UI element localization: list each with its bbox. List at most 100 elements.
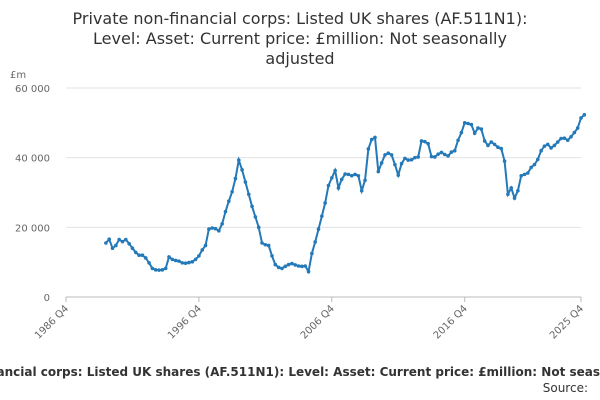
- point: [163, 266, 168, 271]
- point: [187, 260, 191, 265]
- point: [555, 140, 560, 144]
- point: [442, 152, 447, 157]
- point: [193, 257, 198, 262]
- x-tick-label: 2025 Q4: [548, 303, 586, 341]
- chart-title: adjusted: [265, 49, 334, 68]
- point: [213, 226, 218, 231]
- point: [522, 172, 527, 177]
- point: [104, 241, 108, 245]
- point: [369, 137, 374, 142]
- footer: Private non-financial corps: Listed UK s…: [0, 365, 600, 379]
- point: [386, 151, 391, 155]
- point: [313, 240, 317, 244]
- point: [406, 158, 411, 162]
- point: [173, 258, 178, 263]
- y-tick-label: 40 000: [15, 154, 50, 165]
- point: [582, 113, 587, 117]
- point: [469, 122, 474, 127]
- point: [183, 261, 188, 266]
- point: [256, 225, 261, 230]
- point: [220, 222, 224, 226]
- point: [276, 265, 281, 270]
- point: [489, 140, 494, 144]
- point: [140, 253, 145, 257]
- point: [273, 262, 278, 267]
- point: [429, 154, 434, 159]
- point: [210, 226, 214, 230]
- point: [376, 169, 381, 174]
- point: [160, 268, 165, 272]
- point: [366, 147, 371, 151]
- point: [286, 262, 291, 267]
- point: [346, 172, 351, 177]
- point: [409, 157, 414, 162]
- point: [233, 176, 238, 181]
- point: [150, 266, 155, 271]
- point: [396, 173, 401, 177]
- point: [532, 162, 537, 167]
- point: [516, 188, 520, 193]
- point: [479, 127, 484, 131]
- point: [107, 237, 111, 241]
- point: [449, 150, 454, 154]
- point: [296, 264, 301, 268]
- point: [336, 186, 341, 190]
- point: [403, 156, 407, 161]
- point: [509, 186, 514, 190]
- point: [260, 241, 264, 245]
- point: [339, 177, 344, 182]
- point: [293, 263, 298, 267]
- point: [545, 142, 550, 147]
- point: [562, 136, 567, 140]
- point: [124, 237, 128, 242]
- chart-title: Level: Asset: Current price: £million: N…: [93, 29, 507, 48]
- point: [492, 142, 497, 147]
- point: [476, 126, 480, 130]
- point: [143, 256, 148, 260]
- point: [157, 268, 161, 272]
- point: [456, 138, 460, 143]
- point: [180, 261, 185, 265]
- point: [217, 229, 221, 233]
- point: [393, 162, 397, 167]
- point: [223, 209, 228, 214]
- point: [359, 188, 364, 193]
- x-tick-label: 2016 Q4: [432, 303, 470, 341]
- point: [486, 143, 490, 148]
- point: [363, 178, 367, 183]
- y-tick-label: 20 000: [15, 223, 50, 234]
- point: [559, 136, 563, 141]
- point: [519, 173, 523, 178]
- point: [300, 264, 304, 269]
- point: [379, 161, 384, 165]
- point: [326, 183, 331, 188]
- point: [526, 171, 530, 175]
- point: [506, 192, 510, 197]
- point: [343, 172, 347, 176]
- point: [323, 201, 327, 205]
- point: [423, 139, 427, 144]
- point: [529, 165, 533, 170]
- point: [416, 155, 420, 159]
- y-tick-label: 60 000: [15, 84, 50, 95]
- point: [496, 145, 500, 150]
- y-tick-label: 0: [44, 293, 50, 304]
- point: [250, 204, 254, 209]
- point: [353, 172, 357, 177]
- point: [253, 215, 258, 219]
- point: [575, 126, 580, 130]
- point: [439, 150, 444, 155]
- point: [316, 227, 321, 231]
- point: [472, 131, 477, 136]
- point: [349, 173, 354, 178]
- point: [499, 146, 504, 151]
- point: [190, 260, 195, 264]
- point: [283, 264, 288, 269]
- point: [572, 130, 577, 135]
- point: [419, 139, 424, 143]
- point: [459, 130, 464, 135]
- point: [130, 246, 135, 251]
- point: [246, 192, 251, 197]
- point: [549, 146, 553, 150]
- point: [303, 264, 308, 268]
